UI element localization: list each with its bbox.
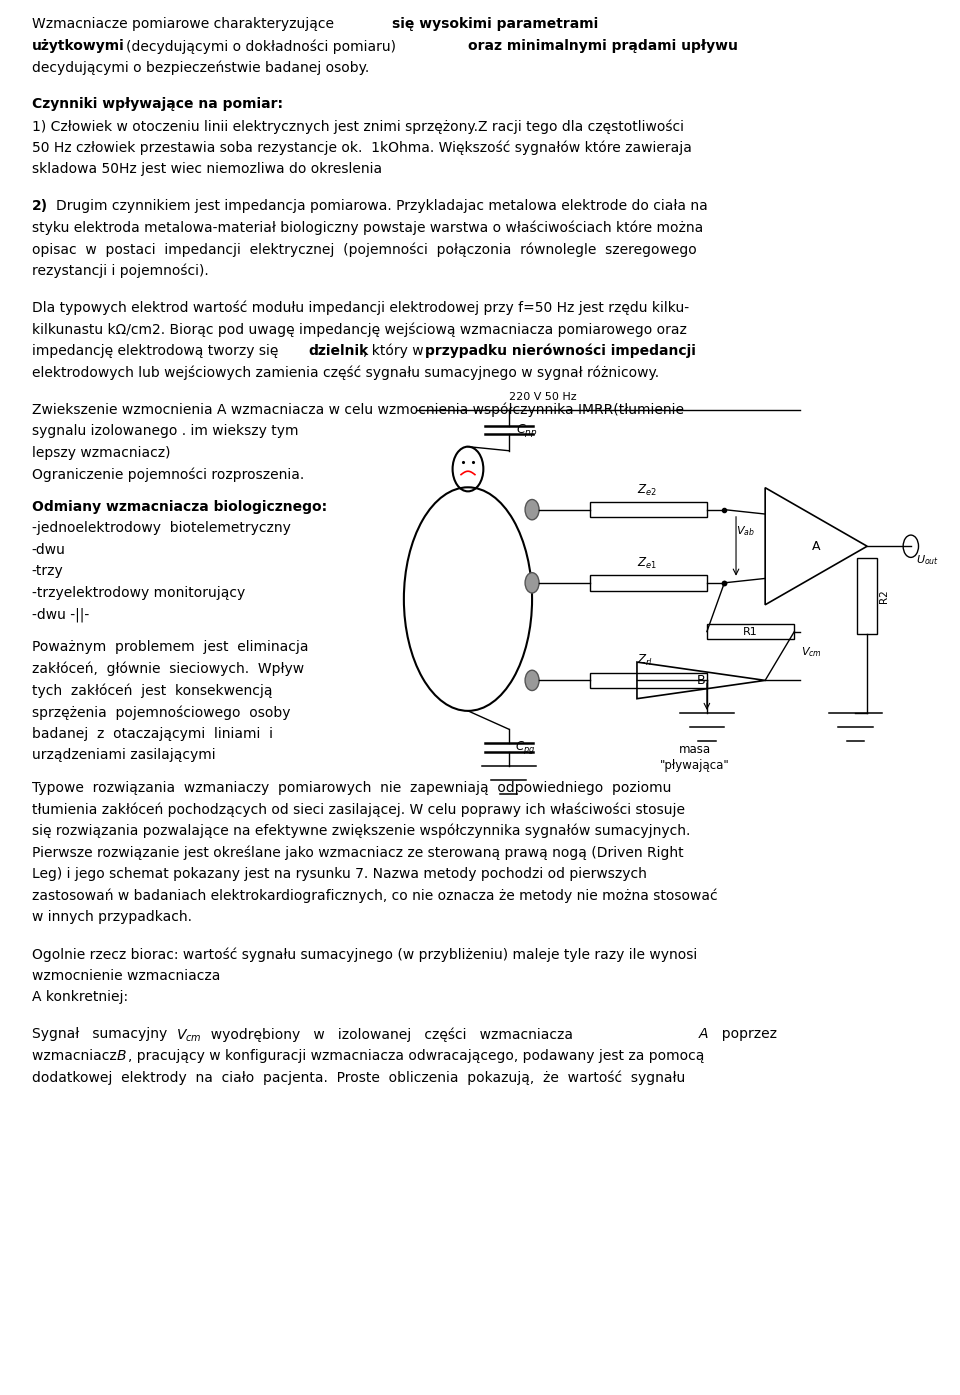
Text: Wzmacniacze pomiarowe charakteryzujące: Wzmacniacze pomiarowe charakteryzujące	[32, 17, 338, 32]
Bar	[707, 624, 794, 639]
Text: $V_{ab}$: $V_{ab}$	[736, 525, 755, 538]
Text: tych  zakłóceń  jest  konsekwencją: tych zakłóceń jest konsekwencją	[32, 684, 273, 698]
Text: B: B	[697, 674, 706, 686]
Text: sprzężenia  pojemnościowego  osoby: sprzężenia pojemnościowego osoby	[32, 704, 290, 720]
Text: przypadku nierówności impedancji: przypadku nierówności impedancji	[425, 345, 696, 359]
Text: -dwu -||-: -dwu -||-	[32, 608, 89, 622]
Text: użytkowymi: użytkowymi	[32, 39, 125, 53]
Text: Ogolnie rzecz biorac: wartość sygnału sumacyjnego (w przybliżeniu) maleje tyle r: Ogolnie rzecz biorac: wartość sygnału su…	[32, 947, 697, 961]
Text: oraz minimalnymi prądami upływu: oraz minimalnymi prądami upływu	[468, 39, 738, 53]
Text: "pływająca": "pływająca"	[660, 759, 731, 773]
Text: B: B	[116, 1049, 126, 1063]
Text: Ograniczenie pojemności rozproszenia.: Ograniczenie pojemności rozproszenia.	[32, 467, 304, 481]
Text: dodatkowej  elektrody  na  ciało  pacjenta.  Proste  obliczenia  pokazują,  że  : dodatkowej elektrody na ciało pacjenta. …	[32, 1070, 684, 1085]
Bar	[590, 575, 707, 590]
Text: Czynniki wpływające na pomiar:: Czynniki wpływające na pomiar:	[32, 98, 282, 112]
Text: , który w: , który w	[363, 345, 428, 359]
Circle shape	[525, 573, 540, 593]
Text: wzmocnienie wzmacniacza: wzmocnienie wzmacniacza	[32, 968, 220, 983]
Bar	[590, 502, 707, 518]
Text: $Z_{e2}$: $Z_{e2}$	[637, 483, 657, 498]
Text: -trzyelektrodowy monitorujący: -trzyelektrodowy monitorujący	[32, 586, 245, 600]
Text: -jednoelektrodowy  biotelemetryczny: -jednoelektrodowy biotelemetryczny	[32, 522, 291, 536]
Text: 1) Człowiek w otoczeniu linii elektrycznych jest znimi sprzężony.Z racji tego dl: 1) Człowiek w otoczeniu linii elektryczn…	[32, 119, 684, 134]
Text: Typowe  rozwiązania  wzmaniaczy  pomiarowych  nie  zapewniają  odpowiedniego  po: Typowe rozwiązania wzmaniaczy pomiarowyc…	[32, 781, 671, 795]
Text: -dwu: -dwu	[32, 543, 65, 557]
Text: badanej  z  otaczającymi  liniami  i: badanej z otaczającymi liniami i	[32, 727, 273, 741]
Text: $V_{cm}$: $V_{cm}$	[802, 646, 822, 658]
Text: 50 Hz człowiek przestawia soba rezystancje ok.  1kOhma. Większość sygnałów które: 50 Hz człowiek przestawia soba rezystanc…	[32, 141, 691, 155]
Text: A konkretniej:: A konkretniej:	[32, 990, 128, 1004]
Text: -trzy: -trzy	[32, 565, 63, 579]
Text: Pierwsze rozwiązanie jest określane jako wzmacniacz ze sterowaną prawą nogą (Dri: Pierwsze rozwiązanie jest określane jako…	[32, 845, 684, 861]
Text: $U_{out}$: $U_{out}$	[916, 554, 939, 566]
Bar	[857, 558, 877, 635]
Text: Sygnał   sumacyjny: Sygnał sumacyjny	[32, 1027, 180, 1041]
Text: Zwiekszenie wzmocnienia A wzmacniacza w celu wzmocnienia współczynnika IMRR(tłum: Zwiekszenie wzmocnienia A wzmacniacza w …	[32, 402, 684, 417]
Text: zastosowań w badaniach elektrokardiograficznych, co nie oznacza że metody nie mo: zastosowań w badaniach elektrokardiograf…	[32, 889, 717, 904]
Text: A: A	[812, 540, 821, 552]
Text: wzmacniacz: wzmacniacz	[32, 1049, 121, 1063]
Text: poprzez: poprzez	[713, 1027, 778, 1041]
Bar	[590, 672, 707, 688]
Text: styku elektroda metalowa-materiał biologiczny powstaje warstwa o właściwościach : styku elektroda metalowa-materiał biolog…	[32, 220, 703, 236]
Text: masa: masa	[679, 744, 711, 756]
Text: kilkunastu kΩ/cm2. Biorąc pod uwagę impedancję wejściową wzmacniacza pomiarowego: kilkunastu kΩ/cm2. Biorąc pod uwagę impe…	[32, 322, 686, 336]
Circle shape	[525, 499, 540, 520]
Text: 2): 2)	[32, 199, 48, 213]
Text: impedancję elektrodową tworzy się: impedancję elektrodową tworzy się	[32, 345, 282, 359]
Text: , pracujący w konfiguracji wzmacniacza odwracającego, podawany jest za pomocą: , pracujący w konfiguracji wzmacniacza o…	[128, 1049, 704, 1063]
Text: $Z_{e1}$: $Z_{e1}$	[637, 555, 657, 571]
Text: A: A	[699, 1027, 708, 1041]
Text: Poważnym  problemem  jest  eliminacja: Poważnym problemem jest eliminacja	[32, 640, 308, 654]
Text: rezystancji i pojemności).: rezystancji i pojemności).	[32, 264, 208, 279]
Text: opisac  w  postaci  impedancji  elektrycznej  (pojemności  połączonia  równolegl: opisac w postaci impedancji elektrycznej…	[32, 243, 696, 257]
Text: $V_{cm}$: $V_{cm}$	[176, 1027, 202, 1043]
Text: $C_{pp}$: $C_{pp}$	[516, 421, 538, 439]
Text: skladowa 50Hz jest wiec niemozliwa do okreslenia: skladowa 50Hz jest wiec niemozliwa do ok…	[32, 162, 382, 176]
Text: zakłóceń,  głównie  sieciowych.  Wpływ: zakłóceń, głównie sieciowych. Wpływ	[32, 661, 303, 677]
Text: wyodrębiony   w   izolowanej   części   wzmacniacza: wyodrębiony w izolowanej części wzmacnia…	[202, 1027, 577, 1042]
Text: 220 V 50 Hz: 220 V 50 Hz	[509, 392, 576, 402]
Text: w innych przypadkach.: w innych przypadkach.	[32, 911, 192, 925]
Text: (decydującymi o dokładności pomiaru): (decydującymi o dokładności pomiaru)	[126, 39, 400, 53]
Text: się wysokimi parametrami: się wysokimi parametrami	[392, 17, 598, 32]
Text: R1: R1	[743, 626, 758, 636]
Text: Drugim czynnikiem jest impedancja pomiarowa. Przykladajac metalowa elektrode do : Drugim czynnikiem jest impedancja pomiar…	[56, 199, 708, 213]
Text: elektrodowych lub wejściowych zamienia część sygnału sumacyjnego w sygnał różnic: elektrodowych lub wejściowych zamienia c…	[32, 365, 659, 379]
Text: tłumienia zakłóceń pochodzących od sieci zasilającej. W celu poprawy ich właściw: tłumienia zakłóceń pochodzących od sieci…	[32, 802, 684, 817]
Text: Leg) i jego schemat pokazany jest na rysunku 7. Nazwa metody pochodzi od pierwsz: Leg) i jego schemat pokazany jest na rys…	[32, 868, 646, 882]
Text: $Z_{rl}$: $Z_{rl}$	[637, 653, 653, 668]
Text: lepszy wzmacniacz): lepszy wzmacniacz)	[32, 445, 170, 459]
Text: urządzeniami zasilającymi: urządzeniami zasilającymi	[32, 748, 215, 762]
Text: R2: R2	[879, 589, 889, 603]
Text: decydującymi o bezpieczeństwie badanej osoby.: decydującymi o bezpieczeństwie badanej o…	[32, 60, 369, 75]
Circle shape	[525, 670, 540, 691]
Text: Dla typowych elektrod wartość modułu impedancji elektrodowej przy f=50 Hz jest r: Dla typowych elektrod wartość modułu imp…	[32, 301, 689, 315]
Text: się rozwiązania pozwalające na efektywne zwiększenie współczynnika sygnałów suma: się rozwiązania pozwalające na efektywne…	[32, 824, 690, 838]
Text: sygnalu izolowanego . im wiekszy tym: sygnalu izolowanego . im wiekszy tym	[32, 424, 299, 438]
Text: $C_{pg}$: $C_{pg}$	[515, 739, 535, 756]
Text: Odmiany wzmacniacza biologicznego:: Odmiany wzmacniacza biologicznego:	[32, 499, 326, 513]
Text: dzielnik: dzielnik	[308, 345, 369, 359]
